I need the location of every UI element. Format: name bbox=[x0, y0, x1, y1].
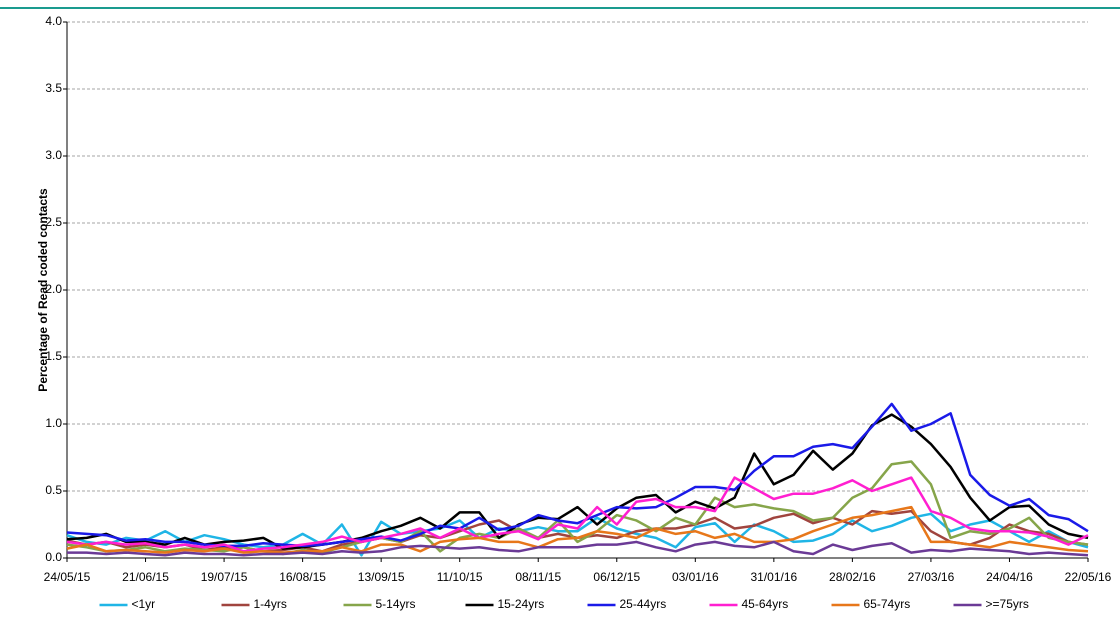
y-tick-label: 3.5 bbox=[45, 81, 62, 95]
series-line bbox=[67, 540, 1089, 557]
x-tick-label: 16/08/15 bbox=[279, 570, 326, 584]
x-tick-label: 21/06/15 bbox=[122, 570, 169, 584]
y-axis-label: Percentage of Read coded contacts bbox=[36, 188, 50, 392]
x-tick-label: 27/03/16 bbox=[908, 570, 955, 584]
legend-label: 5-14yrs bbox=[376, 597, 416, 611]
legend-label: >=75yrs bbox=[986, 597, 1029, 611]
y-tick-label: 0.0 bbox=[45, 550, 62, 564]
y-tick-label: 4.0 bbox=[45, 14, 62, 28]
y-tick-label: 3.0 bbox=[45, 148, 62, 162]
y-tick-label: 2.0 bbox=[45, 282, 62, 296]
x-tick-label: 22/05/16 bbox=[1065, 570, 1112, 584]
x-tick-label: 24/05/15 bbox=[44, 570, 91, 584]
y-tick-label: 1.5 bbox=[45, 349, 62, 363]
y-tick-label: 2.5 bbox=[45, 215, 62, 229]
legend-label: 65-74yrs bbox=[864, 597, 911, 611]
series-line bbox=[66, 413, 1089, 550]
x-tick-label: 06/12/15 bbox=[593, 570, 640, 584]
legend-label: 1-4yrs bbox=[254, 597, 287, 611]
x-tick-label: 11/10/15 bbox=[437, 570, 483, 584]
y-tick-label: 0.5 bbox=[45, 483, 62, 497]
legend-label: <1yr bbox=[132, 597, 156, 611]
legend-label: 25-44yrs bbox=[620, 597, 667, 611]
x-tick-label: 08/11/15 bbox=[515, 570, 561, 584]
x-tick-label: 19/07/15 bbox=[201, 570, 248, 584]
legend-label: 15-24yrs bbox=[498, 597, 545, 611]
series-line bbox=[66, 505, 1089, 554]
legend-label: 45-64yrs bbox=[742, 597, 789, 611]
x-tick-label: 13/09/15 bbox=[358, 570, 405, 584]
series-line bbox=[66, 402, 1089, 548]
x-tick-label: 31/01/16 bbox=[750, 570, 797, 584]
x-tick-label: 28/02/16 bbox=[829, 570, 876, 584]
y-tick-label: 1.0 bbox=[45, 416, 62, 430]
x-tick-label: 03/01/16 bbox=[672, 570, 719, 584]
x-tick-label: 24/04/16 bbox=[986, 570, 1033, 584]
series-line bbox=[66, 476, 1089, 553]
